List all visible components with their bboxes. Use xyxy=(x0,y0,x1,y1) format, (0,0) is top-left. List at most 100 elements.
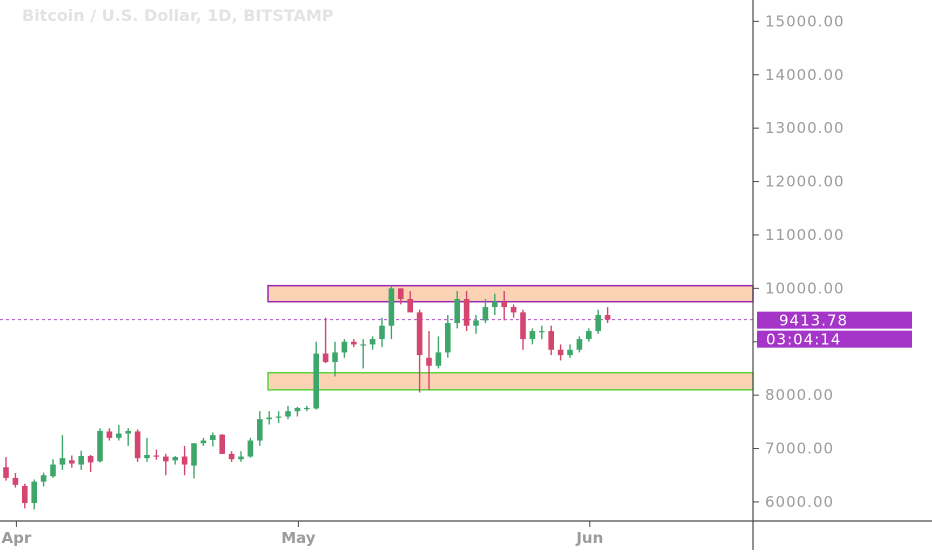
candle xyxy=(379,317,385,348)
candle-body xyxy=(576,339,583,350)
price-tick-label: 6000.00 xyxy=(765,493,834,511)
last-price-label: 9413.78 xyxy=(779,312,848,330)
candle xyxy=(275,411,282,423)
candle xyxy=(407,291,413,313)
candle-body xyxy=(219,434,225,454)
candle xyxy=(219,434,225,454)
candle xyxy=(40,472,47,487)
time-tick-label: Apr xyxy=(2,529,32,547)
candle-body xyxy=(191,443,197,466)
candle xyxy=(567,344,573,358)
candle xyxy=(153,449,160,460)
price-tick-label: 14000.00 xyxy=(765,66,845,84)
candle-body xyxy=(360,344,366,346)
candle xyxy=(435,336,442,369)
candle-body xyxy=(595,315,601,332)
candle xyxy=(463,291,470,332)
candle-body xyxy=(257,419,263,441)
candle-body xyxy=(529,331,536,340)
candle xyxy=(416,309,423,393)
candle xyxy=(482,299,489,324)
candle-body xyxy=(153,455,160,457)
candle-body xyxy=(398,288,404,300)
candle-body xyxy=(313,353,319,409)
candle xyxy=(106,428,113,441)
candle-body xyxy=(332,352,338,363)
candle xyxy=(210,432,216,447)
candle-body xyxy=(473,320,479,326)
candle-body xyxy=(520,312,526,340)
candle xyxy=(304,405,310,412)
candle-body xyxy=(586,331,592,340)
candle-body xyxy=(59,458,66,465)
candle-body xyxy=(557,349,564,356)
countdown-badge: 03:04:14 xyxy=(757,330,912,349)
price-tick-label: 15000.00 xyxy=(765,12,845,30)
candle xyxy=(576,336,583,353)
candle-body xyxy=(294,407,301,412)
candle xyxy=(492,293,498,316)
candle xyxy=(191,443,197,479)
time-scale[interactable]: Apr May Jun xyxy=(2,521,604,547)
candle xyxy=(313,341,319,410)
candle-body xyxy=(210,435,216,440)
price-tick-label: 10000.00 xyxy=(765,279,845,297)
candle-body xyxy=(539,331,545,333)
candle xyxy=(398,288,404,305)
candle xyxy=(360,339,366,369)
price-tick-label: 11000.00 xyxy=(765,226,845,244)
candle-body xyxy=(181,456,188,465)
chart-title: Bitcoin / U.S. Dollar, 1D, BITSTAMP xyxy=(22,6,334,25)
candle-body xyxy=(322,353,329,363)
candle xyxy=(604,307,611,324)
candle xyxy=(31,479,37,510)
candle xyxy=(426,331,432,390)
candle-body xyxy=(3,467,9,478)
candle xyxy=(134,429,141,462)
candle-body xyxy=(22,485,28,504)
candle-body xyxy=(604,315,611,320)
candle xyxy=(97,428,103,463)
candle xyxy=(12,473,19,488)
candle-body xyxy=(106,431,113,438)
resistance-zone xyxy=(267,284,754,303)
candle xyxy=(266,411,272,425)
candle-body xyxy=(134,431,141,459)
candle xyxy=(116,425,122,441)
candle xyxy=(285,405,291,420)
price-tick-label: 7000.00 xyxy=(765,440,834,458)
candle xyxy=(388,285,395,340)
candle-body xyxy=(454,299,460,324)
candle-body xyxy=(12,477,19,485)
candle xyxy=(332,341,338,377)
candle xyxy=(125,428,131,446)
candle-body xyxy=(463,299,470,326)
candle xyxy=(445,315,451,358)
candle xyxy=(181,445,188,476)
candle xyxy=(50,459,56,478)
candle-body xyxy=(266,417,272,420)
candle-body xyxy=(482,307,489,321)
candle xyxy=(238,451,244,462)
candle xyxy=(595,309,601,334)
candle-body xyxy=(379,325,385,340)
candle xyxy=(172,456,178,465)
candle-body xyxy=(445,323,451,353)
candle-body xyxy=(275,416,282,418)
candle-body xyxy=(492,301,498,308)
candle xyxy=(163,453,169,476)
candle xyxy=(529,328,536,345)
candle-body xyxy=(163,456,169,462)
candle-body xyxy=(426,357,432,366)
candle xyxy=(69,455,75,468)
candle xyxy=(369,336,376,350)
price-scale[interactable]: 6000.007000.008000.009000.0010000.001100… xyxy=(753,12,845,511)
candle xyxy=(294,406,301,417)
zones-layer xyxy=(267,284,754,391)
candle-body xyxy=(31,481,37,504)
support-zone xyxy=(267,371,754,391)
candle-body xyxy=(238,456,244,460)
last-price-badge: 9413.78 xyxy=(757,311,912,330)
candle-body xyxy=(416,312,423,356)
